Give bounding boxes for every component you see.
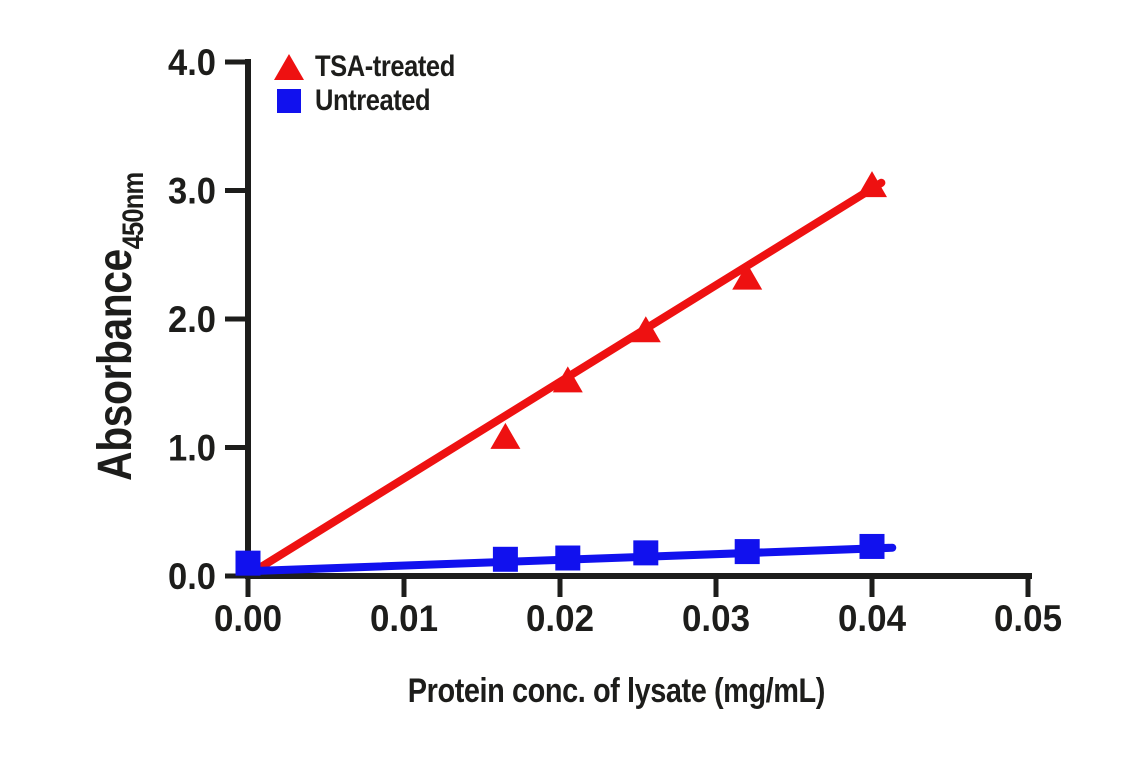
legend-marker-box [272, 54, 306, 80]
legend-item: TSA-treated [272, 50, 480, 84]
legend-marker-box [272, 89, 306, 113]
y-tick-label: 4.0 [168, 42, 216, 83]
x-axis-title: Protein conc. of lysate (mg/mL) [226, 672, 1006, 711]
data-point-triangle-tsa-treated [857, 171, 887, 198]
data-point-triangle-tsa-treated [490, 422, 521, 449]
data-point-triangle-tsa-treated [630, 316, 661, 343]
x-tick-label: 0.00 [214, 598, 282, 639]
y-axis-title-subscript: 450nm [117, 172, 150, 250]
legend-item: Untreated [272, 84, 480, 118]
y-tick-label: 0.0 [168, 556, 216, 597]
legend-item-label: TSA-treated [315, 50, 455, 83]
x-axis-title-text: Protein conc. of lysate (mg/mL) [407, 672, 825, 710]
legend: TSA-treated Untreated [272, 50, 480, 118]
legend-square-icon [277, 89, 301, 113]
legend-triangle-icon [274, 54, 304, 80]
data-point-square-untreated [633, 540, 659, 566]
data-point-square-untreated [734, 539, 760, 565]
legend-item-label: Untreated [315, 84, 431, 117]
x-tick-label: 0.03 [682, 598, 750, 639]
data-point-square-untreated [492, 546, 518, 572]
x-tick-label: 0.05 [994, 598, 1062, 639]
x-tick-label: 0.01 [370, 598, 438, 639]
data-point-square-untreated [235, 550, 261, 576]
y-tick-label: 2.0 [168, 299, 216, 340]
data-point-square-untreated [555, 545, 581, 571]
x-tick-label: 0.04 [838, 598, 906, 639]
data-point-triangle-tsa-treated [732, 263, 763, 290]
data-point-square-untreated [859, 533, 885, 559]
data-point-triangle-tsa-treated [552, 366, 583, 393]
y-axis-title: Absorbance450nm [86, 112, 150, 542]
x-tick-label: 0.02 [526, 598, 594, 639]
y-tick-label: 1.0 [168, 428, 216, 469]
y-axis-title-text: Absorbance [89, 249, 142, 482]
y-tick-label: 3.0 [168, 171, 216, 212]
